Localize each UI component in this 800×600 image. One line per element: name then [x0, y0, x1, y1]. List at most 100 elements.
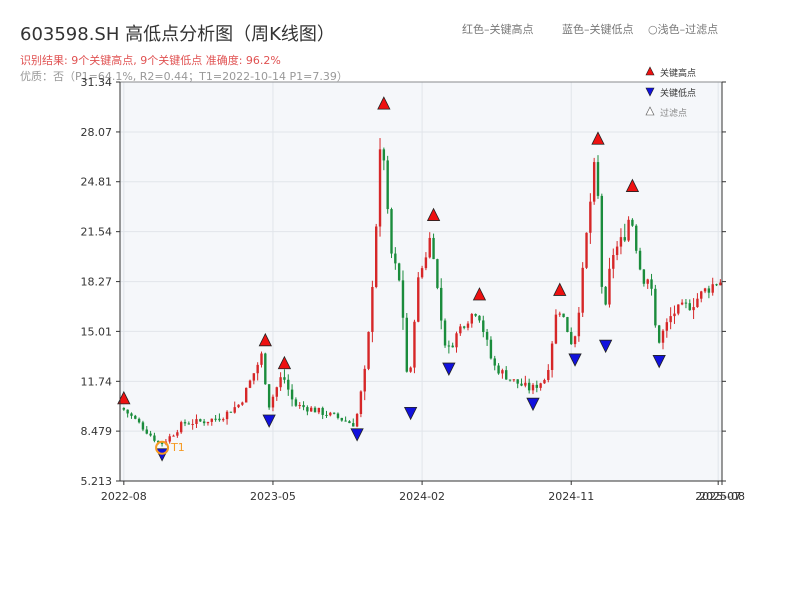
candle-body — [153, 435, 156, 441]
candle-body — [298, 405, 301, 407]
candle-body — [206, 421, 210, 424]
candle-body — [650, 279, 653, 289]
candle-body — [566, 317, 569, 333]
candle-body — [122, 407, 126, 410]
key-low-marker — [350, 428, 364, 442]
candle-body — [466, 323, 470, 328]
candle-body — [455, 333, 458, 348]
candle-body — [539, 383, 542, 388]
key-low-marker — [442, 362, 456, 376]
candle-body — [673, 313, 676, 317]
candle-body — [264, 353, 267, 385]
candle-body — [508, 379, 512, 381]
y-tick-label: 28.07 — [81, 126, 113, 139]
key-high-marker — [277, 355, 292, 370]
candle-body — [183, 422, 187, 424]
candle-body — [680, 302, 684, 305]
candle-body — [619, 237, 623, 247]
candle-body — [233, 407, 236, 413]
candle-body — [202, 421, 206, 424]
y-tick-label: 24.81 — [81, 176, 113, 189]
candle-body — [275, 387, 278, 397]
candle-body — [149, 433, 152, 436]
candle-body — [401, 280, 405, 318]
candle-body — [267, 384, 271, 408]
candle-body — [646, 279, 649, 284]
legend-filtered-icon — [645, 106, 655, 116]
candle-body — [474, 314, 477, 316]
candle-body — [191, 423, 194, 425]
candle-body — [325, 414, 328, 416]
key-low-marker — [568, 353, 582, 367]
candle-body — [348, 421, 351, 424]
candle-body — [642, 269, 646, 284]
candle-body — [241, 402, 244, 405]
candle-body — [524, 382, 527, 386]
candle-body — [390, 209, 393, 254]
candle-body — [501, 370, 504, 374]
candle-body — [199, 419, 202, 422]
candle-body — [608, 268, 611, 305]
y-tick-label: 8.479 — [81, 425, 113, 438]
y-tick-label: 18.27 — [81, 276, 113, 289]
page-title: 603598.SH 高低点分析图（周K线图） — [20, 24, 335, 45]
key-high-marker — [472, 287, 487, 301]
candle-body — [160, 442, 164, 444]
candle-body — [715, 284, 718, 286]
legend-entry-label: 过滤点 — [660, 107, 687, 119]
quality-summary: 优质：否（P1=64.1%, R2=0.44；T1=2022-10-14 P1=… — [20, 70, 348, 83]
candle-body — [126, 409, 129, 414]
candle-body — [195, 419, 198, 424]
candle-body — [340, 417, 343, 421]
candle-body — [382, 149, 386, 161]
x-tick-label: 2024-11 — [548, 490, 594, 503]
candle-body — [375, 226, 378, 288]
x-tick-label: 2022-08 — [101, 490, 147, 503]
key-low-marker — [526, 397, 540, 412]
y-tick-label: 11.74 — [81, 375, 113, 388]
x-tick-label: 2024-02 — [399, 490, 445, 503]
candle-body — [302, 405, 305, 408]
candle-body — [157, 440, 160, 443]
candle-body — [482, 320, 485, 332]
candle-body — [635, 225, 638, 251]
candle-body — [355, 413, 359, 427]
candle-body — [344, 420, 347, 422]
candle-body — [462, 326, 466, 328]
candle-body — [661, 330, 665, 343]
candle-body — [329, 412, 332, 416]
candle-body — [631, 219, 634, 226]
candle-body — [237, 404, 240, 408]
candle-body — [684, 302, 688, 304]
candle-body — [612, 255, 615, 269]
candle-body — [677, 304, 680, 314]
candle-body — [711, 284, 714, 293]
t1-circle — [155, 440, 170, 455]
candle-body — [141, 422, 145, 430]
candle-body — [417, 277, 420, 322]
y-tick-label: 5.213 — [81, 475, 113, 488]
candle-body — [665, 322, 669, 331]
candle-body — [352, 423, 355, 427]
key-high-marker — [591, 131, 605, 145]
candle-body — [654, 288, 657, 326]
candle-body — [436, 259, 439, 288]
candle-body — [589, 201, 592, 233]
candle-body — [600, 195, 604, 287]
candle-body — [130, 413, 133, 416]
candle-body — [447, 345, 451, 347]
candle-body — [700, 291, 703, 299]
candle-body — [573, 336, 577, 345]
candle-body — [451, 345, 454, 348]
candle-body — [317, 407, 321, 413]
candle-body — [550, 343, 554, 370]
candle-body — [443, 320, 447, 346]
candle-body — [489, 339, 493, 359]
header-legend-red: 红色–关键高点 — [462, 23, 534, 36]
candle-body — [371, 287, 374, 332]
y-tick-label: 21.54 — [81, 226, 113, 239]
candle-body — [688, 303, 691, 311]
candle-body — [332, 412, 336, 414]
candle-body — [543, 379, 546, 384]
